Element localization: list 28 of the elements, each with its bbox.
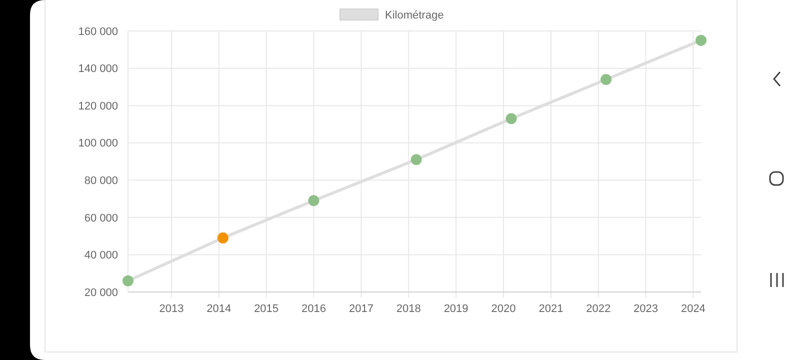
y-tick-label: 140 000 [78, 63, 118, 76]
x-tick-label: 2016 [301, 303, 326, 315]
y-tick-label: 160 000 [78, 26, 118, 38]
x-tick-label: 2017 [349, 303, 374, 315]
y-tick-label: 40 000 [84, 250, 118, 262]
y-tick-label: 60 000 [84, 212, 118, 224]
x-tick-label: 2020 [491, 303, 516, 315]
point [308, 195, 320, 206]
x-tick-label: 2023 [634, 303, 658, 315]
point [217, 232, 228, 244]
point [696, 34, 706, 46]
x-tick-label: 2019 [444, 303, 468, 315]
point [506, 113, 517, 124]
x-tick-label: 2024 [680, 303, 706, 315]
x-tick-label: 2015 [254, 303, 279, 315]
point [122, 275, 134, 286]
y-tick-label: 100 000 [78, 138, 118, 150]
point [600, 74, 612, 85]
x-tick-label: 2018 [396, 303, 421, 315]
x-tick-label: 2014 [206, 303, 232, 315]
x-tick-label: 2013 [159, 303, 184, 315]
y-tick-label: 20 000 [84, 286, 118, 299]
y-tick-label: 120 000 [78, 100, 118, 112]
x-tick-label: 2022 [586, 303, 611, 315]
point [410, 154, 422, 166]
x-tick-label: 2021 [538, 303, 564, 315]
y-tick-label: 80 000 [84, 174, 118, 187]
legend-label: Kilométrage [385, 10, 444, 22]
